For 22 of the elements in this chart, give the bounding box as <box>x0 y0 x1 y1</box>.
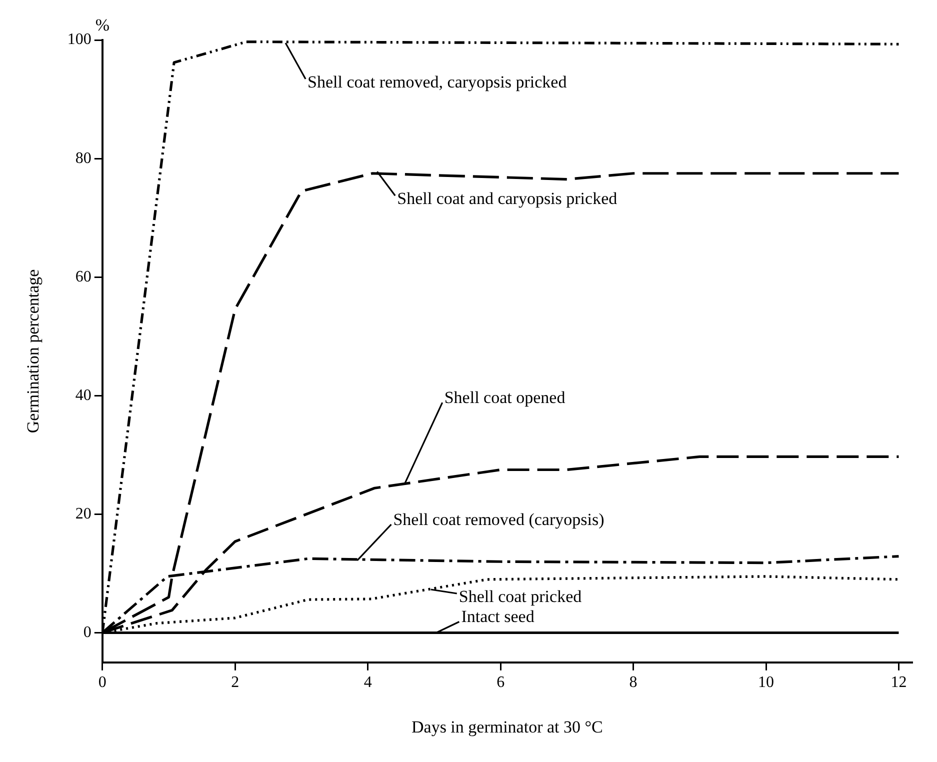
x-tick-label: 10 <box>758 674 774 692</box>
annotation: Intact seed <box>461 607 535 626</box>
annotation: Shell coat removed, caryopsis pricked <box>308 72 568 92</box>
y-axis-title: Germination percentage <box>24 269 43 434</box>
annotation: Shell coat pricked <box>458 586 582 606</box>
y-tick-label: 0 <box>83 624 92 641</box>
y-tick-label: 100 <box>67 31 92 48</box>
annotation: Shell coat opened <box>444 388 566 408</box>
y-tick-label: 20 <box>75 505 92 522</box>
x-axis-title: Days in germinator at 30 °C <box>411 717 603 736</box>
y-tick-label: 60 <box>75 268 92 286</box>
x-tick-label: 6 <box>496 674 505 692</box>
x-tick-label: 12 <box>890 674 907 692</box>
x-tick-label: 0 <box>98 674 106 692</box>
y-tick-label: 40 <box>75 386 92 404</box>
x-tick-label: 8 <box>629 674 638 692</box>
annotation: Shell coat and caryopsis pricked <box>397 189 618 208</box>
annotation: Shell coat removed (caryopsis) <box>393 510 604 529</box>
y-tick-label: 80 <box>75 150 92 167</box>
x-tick-label: 2 <box>231 674 240 692</box>
text: % <box>95 15 110 34</box>
x-tick-label: 4 <box>364 674 372 692</box>
